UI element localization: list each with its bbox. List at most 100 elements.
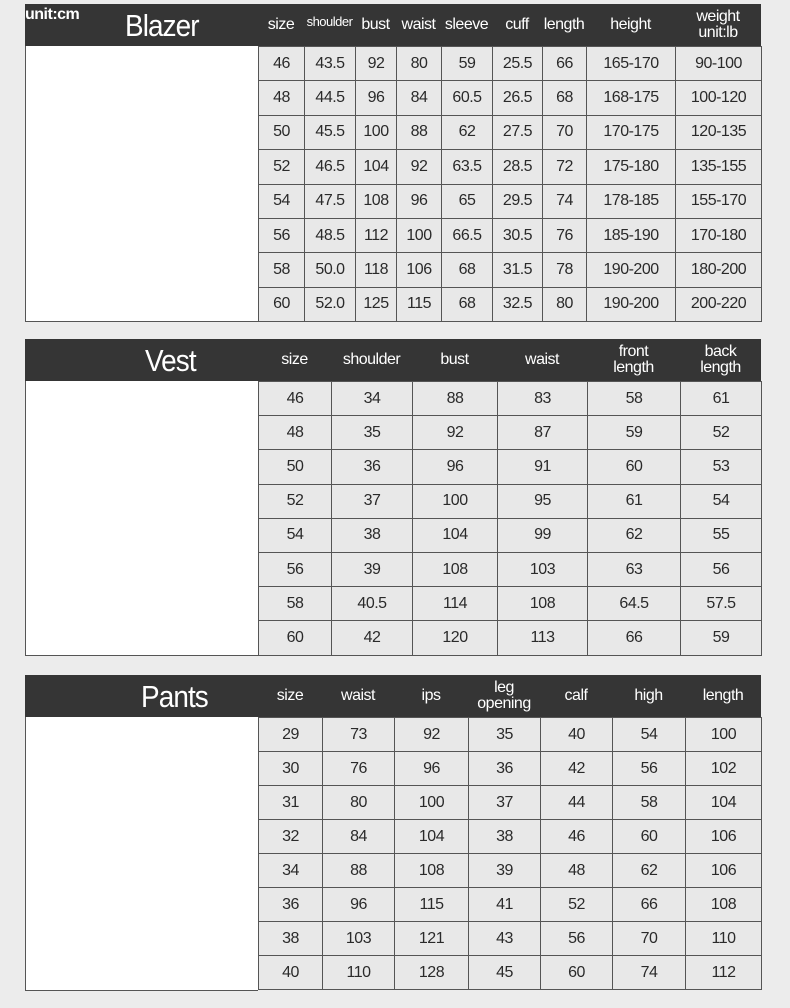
table-cell: 42 xyxy=(540,751,613,786)
table-cell: 102 xyxy=(685,751,762,786)
table-cell: 50 xyxy=(258,449,332,485)
pants-header: Pants size waist ips leg opening calf high len… xyxy=(25,675,761,717)
table-cell: 46 xyxy=(258,45,305,82)
table-cell: 56 xyxy=(612,751,686,786)
column-header-calf: calf xyxy=(564,687,588,704)
table-row: 32 84 104 38 46 60 106 xyxy=(258,819,762,854)
table-cell: 30 xyxy=(258,751,323,786)
table-cell: 26.5 xyxy=(492,80,543,116)
table-cell: 88 xyxy=(396,114,442,151)
table-cell: 59 xyxy=(680,620,762,656)
table-cell: 88 xyxy=(322,853,395,888)
table-cell: 31.5 xyxy=(492,252,543,288)
table-cell: 168-175 xyxy=(586,80,676,116)
table-cell: 66.5 xyxy=(441,217,493,254)
table-row: 60 42 120 113 66 59 xyxy=(258,620,762,656)
table-cell: 66 xyxy=(542,45,587,82)
table-cell: 104 xyxy=(412,517,498,553)
table-cell: 40.5 xyxy=(331,586,413,622)
column-header-waist: waist xyxy=(401,16,436,33)
table-cell: 95 xyxy=(497,483,588,519)
table-cell: 46 xyxy=(258,380,332,417)
column-header-height: height xyxy=(610,16,651,33)
table-cell: 58 xyxy=(612,785,686,820)
table-cell: 80 xyxy=(396,45,442,82)
column-header-back-length: back length xyxy=(700,343,741,376)
table-cell: 39 xyxy=(331,551,413,588)
column-header-sleeve: sleeve xyxy=(444,16,489,33)
table-cell: 28.5 xyxy=(492,149,543,185)
table-row: 58 40.5 114 108 64.5 57.5 xyxy=(258,586,762,622)
table-cell: 50 xyxy=(258,114,305,151)
table-cell: 46 xyxy=(540,819,613,854)
column-header-shoulder: shoulder xyxy=(342,351,401,368)
table-cell: 185-190 xyxy=(586,217,676,254)
table-cell: 87 xyxy=(497,415,588,451)
table-cell: 100 xyxy=(412,483,498,519)
table-cell: 92 xyxy=(394,717,469,752)
table-cell: 96 xyxy=(412,449,498,485)
column-header-waist: waist xyxy=(341,687,375,704)
table-cell: 36 xyxy=(258,887,323,922)
pants-table: 29 73 92 35 40 54 100 30 76 96 36 42 56 102 31 80 100 37 4… xyxy=(258,717,762,990)
table-cell: 52 xyxy=(680,415,762,451)
table-cell: 104 xyxy=(685,785,762,820)
table-cell: 68 xyxy=(542,80,587,116)
table-cell: 92 xyxy=(355,45,397,82)
table-cell: 83 xyxy=(497,380,588,417)
table-row: 60 52.0 125 115 68 32.5 80 190-200 200-220 xyxy=(258,286,762,323)
table-cell: 178-185 xyxy=(586,183,676,219)
table-cell: 61 xyxy=(680,380,762,417)
vest-table: 46 34 88 83 58 61 48 35 92 87 59 52 50 36 96 91 60 53 52 37… xyxy=(258,380,762,656)
table-cell: 68 xyxy=(441,286,493,323)
table-cell: 48 xyxy=(258,415,332,451)
column-header-shoulder: shoulder xyxy=(306,14,353,29)
column-header-front-length: front length xyxy=(613,343,654,376)
table-cell: 128 xyxy=(394,955,469,990)
table-cell: 32 xyxy=(258,819,323,854)
column-header-waist: waist xyxy=(525,351,559,368)
table-cell: 103 xyxy=(497,551,588,588)
column-header-weight-unit-lb: weight unit:lb xyxy=(696,8,740,41)
table-cell: 36 xyxy=(331,449,413,485)
table-cell: 34 xyxy=(258,853,323,888)
table-cell: 200-220 xyxy=(675,286,762,323)
table-cell: 190-200 xyxy=(586,252,676,288)
vest-size-chart: Vest size shoulder bust waist front length ba… xyxy=(25,339,762,656)
table-row: 52 37 100 95 61 54 xyxy=(258,483,762,519)
table-cell: 41 xyxy=(468,887,541,922)
table-cell: 48 xyxy=(540,853,613,888)
table-cell: 56 xyxy=(258,551,332,588)
table-cell: 74 xyxy=(612,955,686,990)
table-cell: 43 xyxy=(468,921,541,956)
table-cell: 36 xyxy=(468,751,541,786)
table-row: 52 46.5 104 92 63.5 28.5 72 175-180 135-155 xyxy=(258,149,762,185)
blazer-table: 46 43.5 92 80 59 25.5 66 165-170 90-100 48 44.5 96 8… xyxy=(258,45,762,323)
table-cell: 84 xyxy=(396,80,442,116)
table-cell: 37 xyxy=(331,483,413,519)
table-cell: 66 xyxy=(612,887,686,922)
table-cell: 180-200 xyxy=(675,252,762,288)
table-cell: 48 xyxy=(258,80,305,116)
column-header-bust: bust xyxy=(440,351,469,368)
table-cell: 80 xyxy=(322,785,395,820)
table-cell: 62 xyxy=(612,853,686,888)
column-header-ips: ips xyxy=(421,687,441,704)
table-cell: 112 xyxy=(685,955,762,990)
table-cell: 31 xyxy=(258,785,323,820)
table-cell: 76 xyxy=(322,751,395,786)
table-cell: 70 xyxy=(612,921,686,956)
table-cell: 112 xyxy=(355,217,397,254)
table-cell: 52.0 xyxy=(304,286,356,323)
table-cell: 99 xyxy=(497,517,588,553)
blazer-size-chart: unit:cm Blazer size shoulder bust waist slee… xyxy=(25,4,762,323)
table-cell: 56 xyxy=(680,551,762,588)
table-cell: 68 xyxy=(441,252,493,288)
table-row: 34 88 108 39 48 62 106 xyxy=(258,853,762,888)
table-row: 46 34 88 83 58 61 xyxy=(258,380,762,417)
table-cell: 170-180 xyxy=(675,217,762,254)
table-cell: 106 xyxy=(685,853,762,888)
vest-title: Vest xyxy=(145,343,197,378)
table-cell: 59 xyxy=(441,45,493,82)
table-row: 38 103 121 43 56 70 110 xyxy=(258,921,762,956)
